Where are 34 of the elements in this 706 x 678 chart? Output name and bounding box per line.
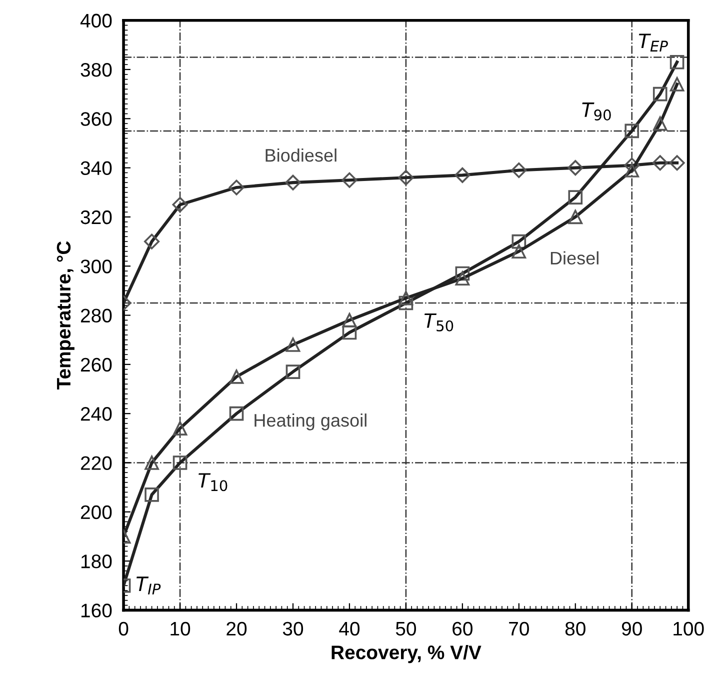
annotation: T$_{IP}$	[136, 576, 161, 594]
x-axis-title: Recovery, % V/V	[332, 644, 482, 664]
x-tick-label: 70	[509, 622, 529, 636]
y-tick-label: 360	[80, 112, 112, 126]
y-axis-title: Temperature, °C	[56, 241, 74, 390]
annotation: T$_{10}$	[198, 473, 228, 492]
x-tick-label: 100	[674, 622, 704, 636]
x-tick-label: 0	[118, 622, 128, 636]
x-tick-label: 20	[226, 622, 247, 636]
y-tick-label: 320	[80, 210, 112, 224]
annotation: T$_{50}$	[424, 313, 454, 332]
series-label: Biodiesel	[266, 148, 336, 162]
y-tick-label: 380	[80, 62, 112, 77]
y-tick-label: 400	[80, 14, 112, 28]
x-tick-label: 60	[452, 622, 472, 636]
y-tick-label: 180	[81, 554, 112, 568]
y-tick-label: 200	[80, 505, 112, 520]
y-tick-label: 300	[80, 260, 112, 274]
y-tick-label: 260	[80, 358, 112, 372]
series-label: Heating gasoil	[254, 414, 366, 430]
y-tick-label: 280	[80, 308, 112, 323]
y-tick-label: 240	[80, 407, 112, 421]
x-tick-label: 80	[565, 622, 586, 636]
y-tick-label: 340	[80, 161, 112, 176]
y-tick-label: 220	[80, 456, 112, 470]
x-tick-label: 90	[622, 622, 642, 636]
series-label: Diesel	[550, 251, 598, 265]
y-tick-label: 160	[81, 604, 112, 618]
x-tick-label: 30	[282, 622, 304, 636]
x-tick-label: 50	[396, 622, 416, 636]
x-tick-label: 10	[170, 622, 190, 636]
x-tick-label: 40	[339, 622, 360, 636]
annotation: T$_{90}$	[582, 102, 611, 120]
annotation: T$_{EP}$	[638, 34, 668, 52]
